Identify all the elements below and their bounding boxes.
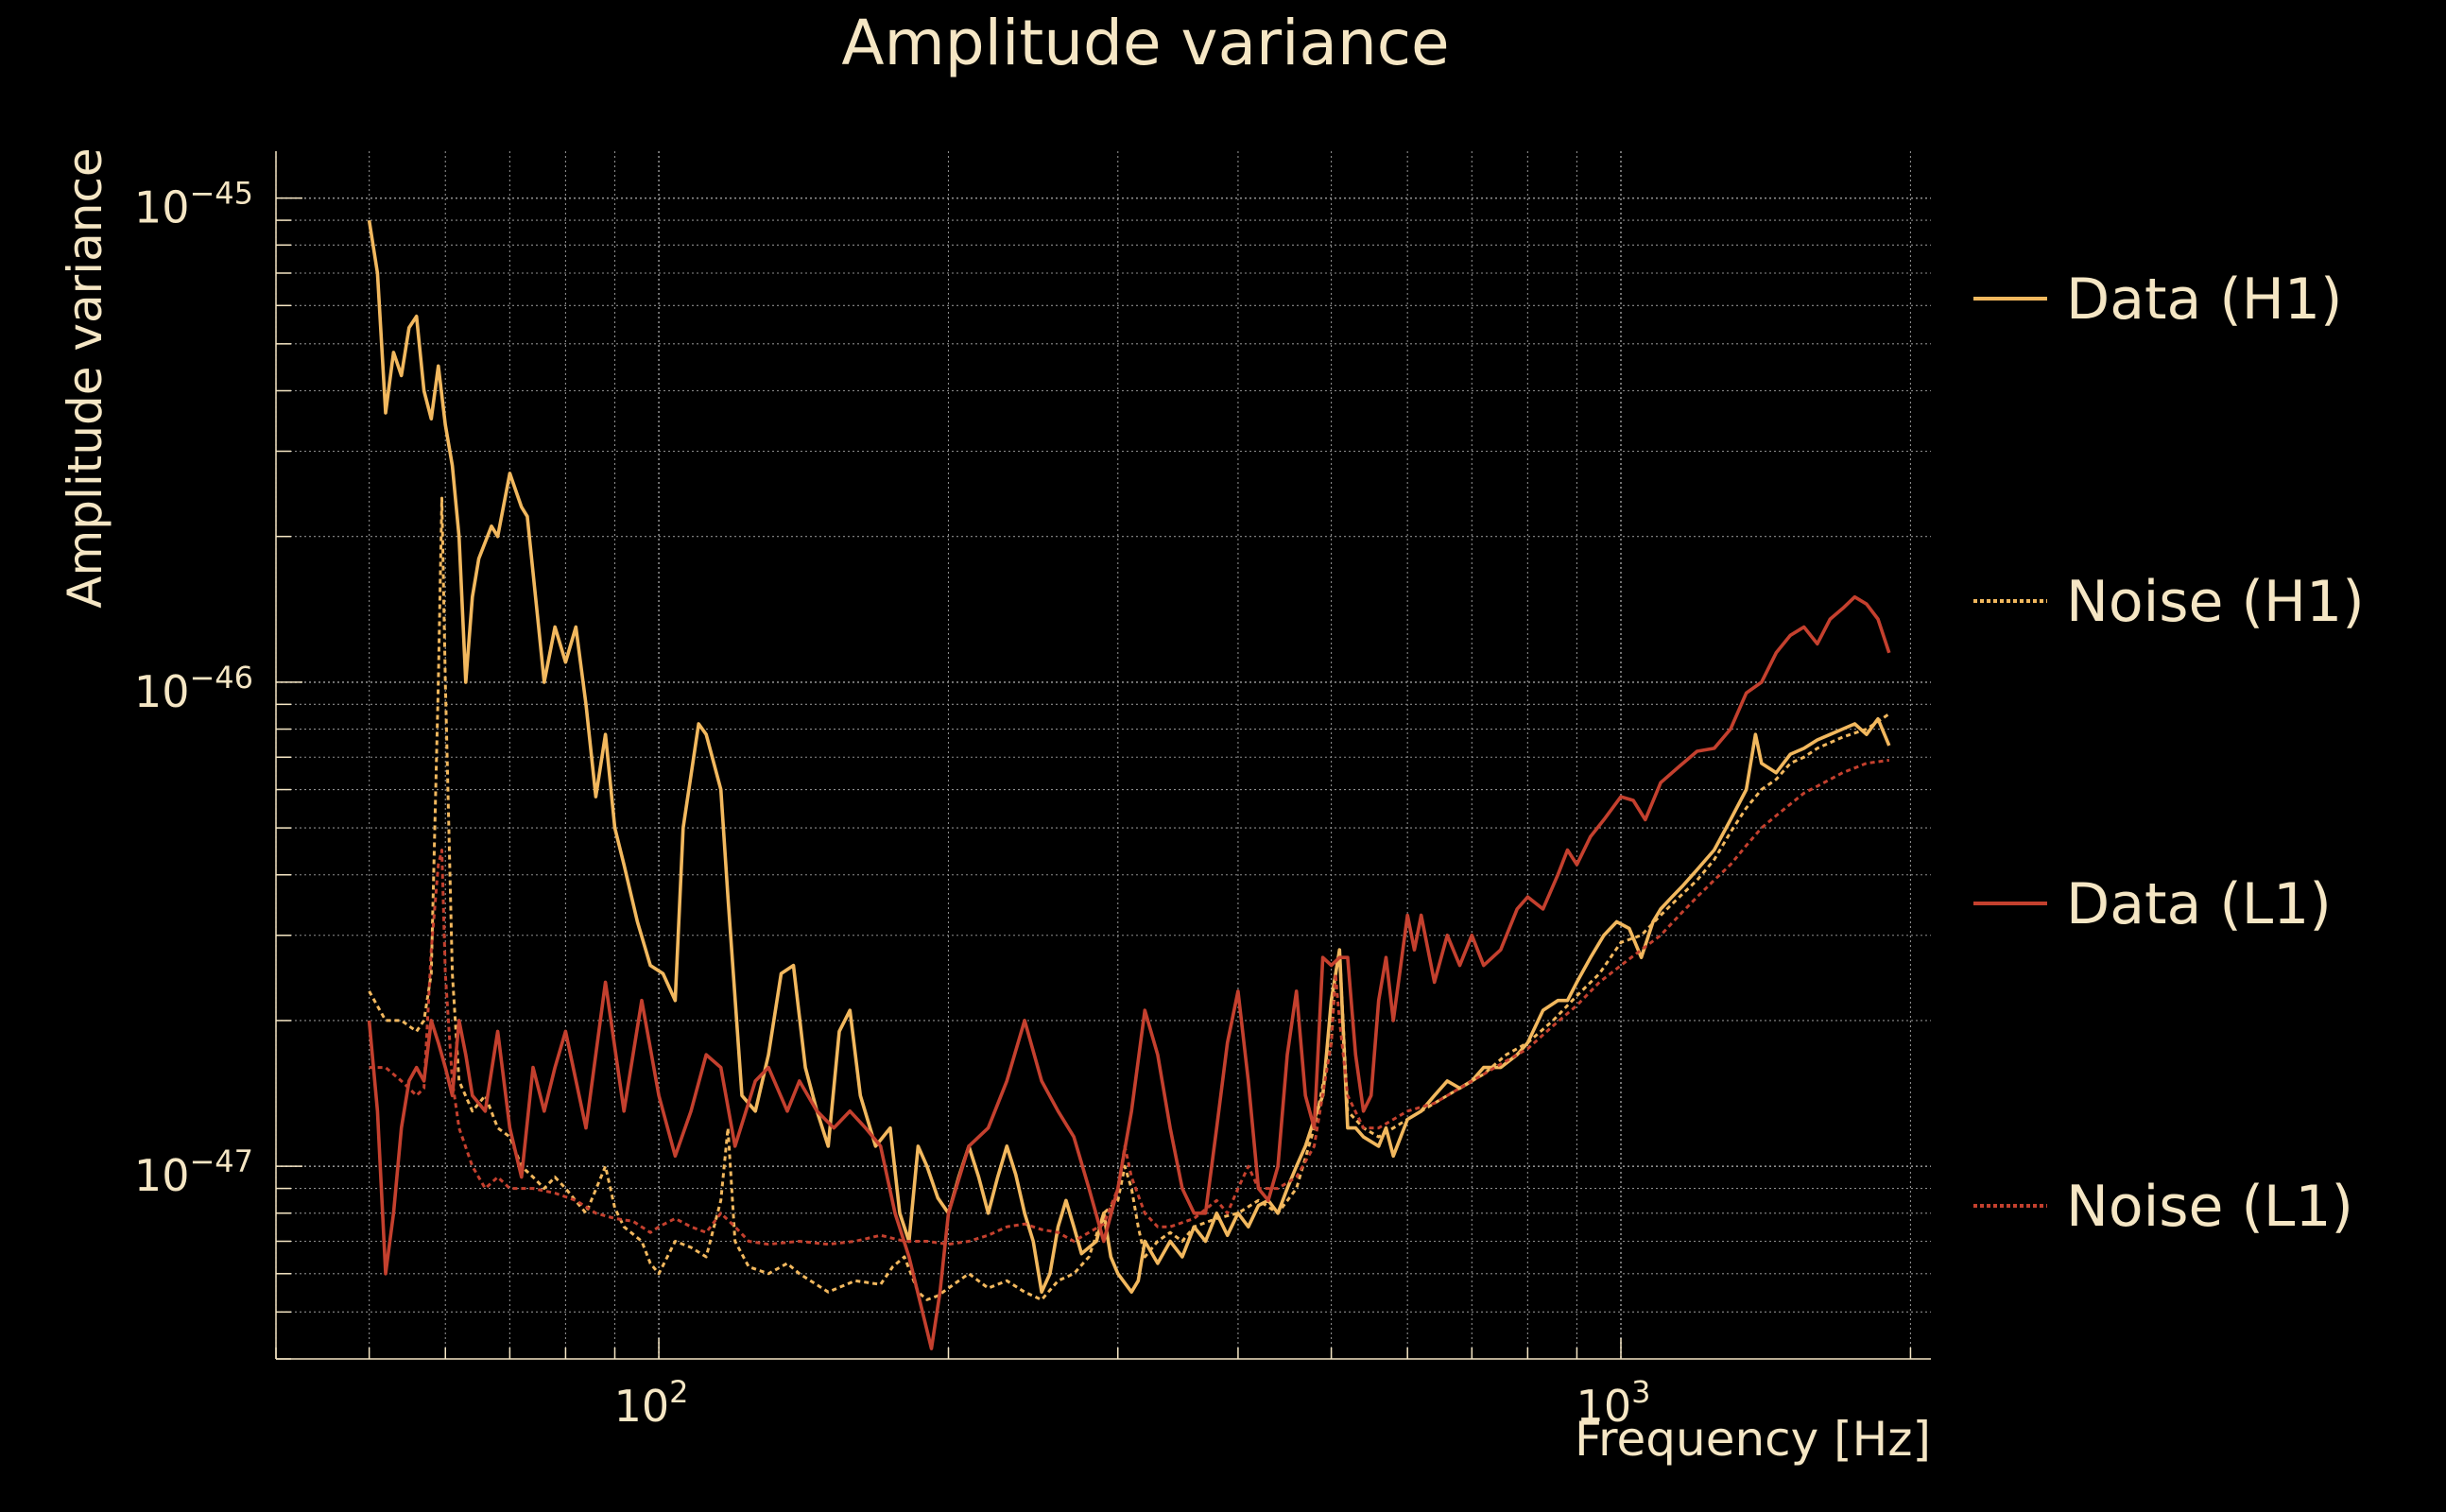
series-lines [367, 219, 1891, 1350]
legend-label-2: Noise (H1) [2066, 569, 2365, 635]
series-line-1 [367, 219, 1891, 1294]
chart-title: Amplitude variance [841, 7, 1449, 79]
y-tick-label: 10−47 [134, 1143, 253, 1201]
x-tick-label: 103 [1576, 1374, 1651, 1432]
y-axis-label: Amplitude variance [58, 147, 112, 608]
legend-label-3: Data (L1) [2066, 871, 2332, 937]
legend-label-1: Data (H1) [2066, 266, 2342, 333]
x-axis-label: Frequency [Hz] [1575, 1412, 1931, 1467]
legend-label-4: Noise (L1) [2066, 1174, 2353, 1240]
legend: Data (H1) Noise (H1) Data (L1) Noise (L1) [1973, 266, 2365, 1240]
grid [275, 151, 1931, 1360]
y-tick-label: 10−46 [134, 660, 253, 717]
axes: 102 103 10−45 10−46 10−47 [134, 151, 1931, 1432]
series-line-4 [369, 758, 1890, 1246]
series-line-2 [368, 496, 1890, 1301]
series-line-3 [367, 594, 1891, 1350]
x-tick-label: 102 [614, 1374, 689, 1432]
y-tick-label: 10−45 [134, 176, 253, 233]
